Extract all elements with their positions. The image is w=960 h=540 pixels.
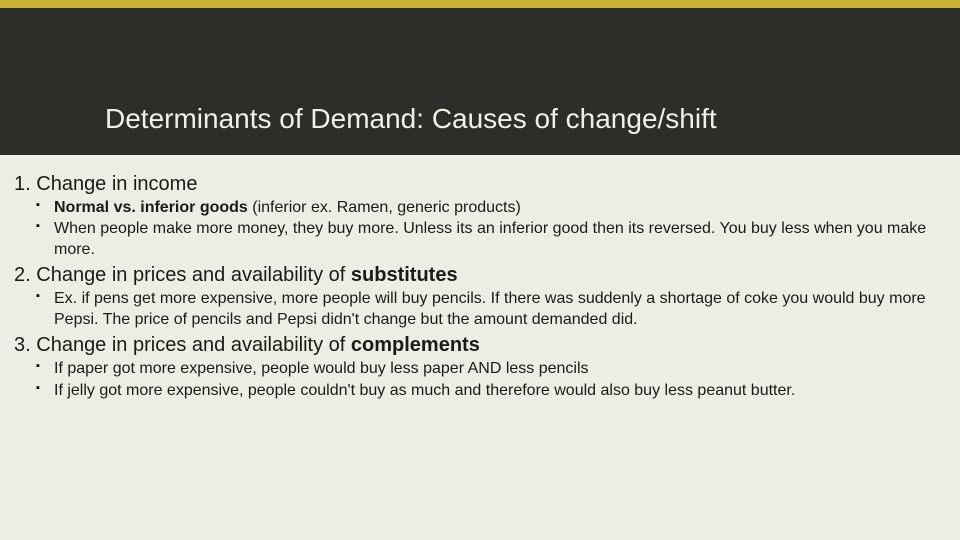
section-text: Change in income	[36, 173, 197, 195]
bullet-list-3: If paper got more expensive, people woul…	[14, 359, 946, 401]
slide-body: 1. Change in income Normal vs. inferior …	[0, 155, 960, 401]
section-num: 1.	[14, 173, 31, 195]
bullet-list-1: Normal vs. inferior goods (inferior ex. …	[14, 198, 946, 260]
section-text: Change in prices and availability of	[36, 334, 351, 356]
list-item: When people make more money, they buy mo…	[54, 219, 946, 260]
section-text: Change in prices and availability of	[36, 264, 351, 286]
bullet-text: If paper got more expensive, people woul…	[54, 360, 589, 377]
section-heading-2: 2. Change in prices and availability of …	[14, 264, 946, 287]
bullet-text: (inferior ex. Ramen, generic products)	[252, 199, 521, 216]
list-item: If jelly got more expensive, people coul…	[54, 381, 946, 401]
section-heading-3: 3. Change in prices and availability of …	[14, 334, 946, 357]
section-bold: complements	[351, 334, 480, 356]
list-item: If paper got more expensive, people woul…	[54, 359, 946, 379]
section-num: 2.	[14, 264, 31, 286]
bullet-bold: Normal vs. inferior goods	[54, 199, 252, 216]
bullet-text: When people make more money, they buy mo…	[54, 220, 926, 257]
title-band: Determinants of Demand: Causes of change…	[0, 0, 960, 155]
section-num: 3.	[14, 334, 31, 356]
bullet-text: Ex. if pens get more expensive, more peo…	[54, 290, 926, 327]
list-item: Ex. if pens get more expensive, more peo…	[54, 289, 946, 330]
section-heading-1: 1. Change in income	[14, 173, 946, 196]
list-item: Normal vs. inferior goods (inferior ex. …	[54, 198, 946, 218]
slide-title: Determinants of Demand: Causes of change…	[105, 103, 717, 135]
section-bold: substitutes	[351, 264, 458, 286]
bullet-list-2: Ex. if pens get more expensive, more peo…	[14, 289, 946, 330]
bullet-text: If jelly got more expensive, people coul…	[54, 382, 795, 399]
